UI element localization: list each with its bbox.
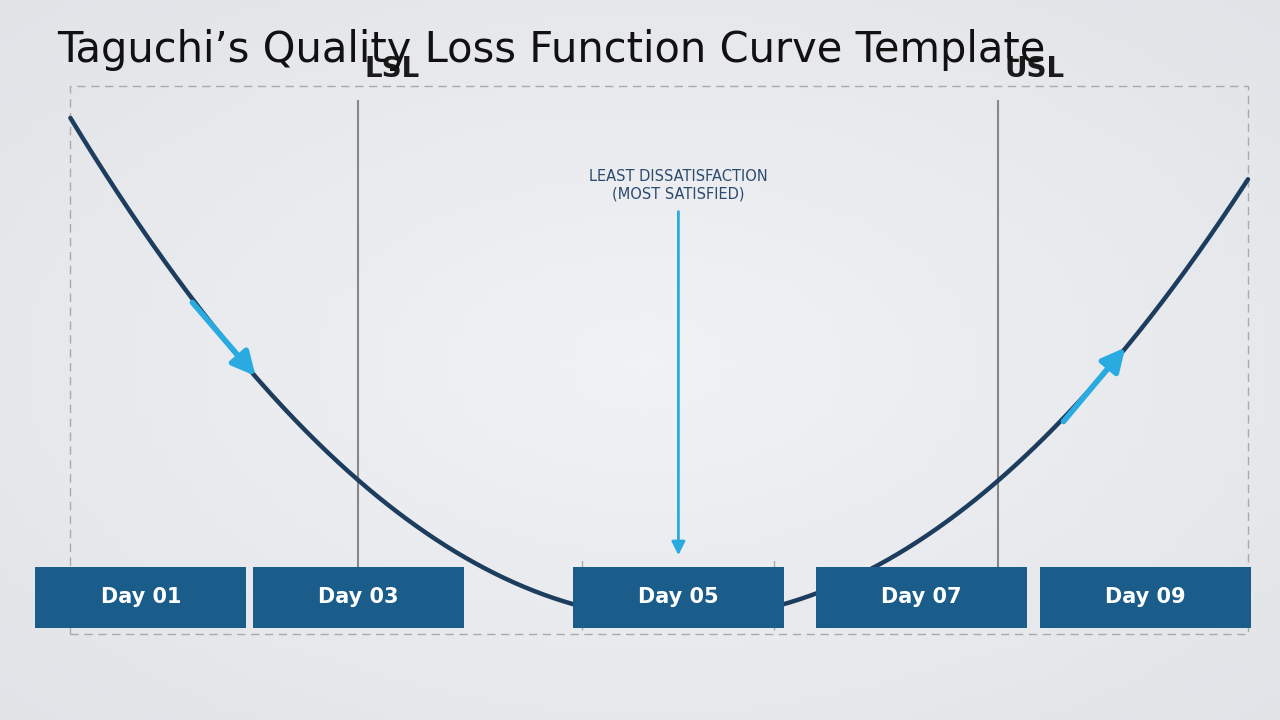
FancyBboxPatch shape (253, 567, 465, 628)
Text: LSL: LSL (365, 55, 420, 83)
Text: USL: USL (1005, 55, 1065, 83)
Text: LEAST DISSATISFACTION: LEAST DISSATISFACTION (589, 168, 768, 184)
Text: Day 03: Day 03 (319, 588, 398, 607)
Bar (70, 86, 1248, 634)
Text: Day 01: Day 01 (101, 588, 180, 607)
FancyBboxPatch shape (817, 567, 1028, 628)
FancyBboxPatch shape (35, 567, 246, 628)
Text: Day 09: Day 09 (1106, 588, 1185, 607)
Text: (MOST SATISFIED): (MOST SATISFIED) (612, 186, 745, 202)
FancyBboxPatch shape (573, 567, 783, 628)
FancyBboxPatch shape (1039, 567, 1252, 628)
Text: Taguchi’s Quality Loss Function Curve Template: Taguchi’s Quality Loss Function Curve Te… (58, 29, 1046, 71)
Text: Day 05: Day 05 (639, 588, 718, 607)
Text: Day 07: Day 07 (882, 588, 961, 607)
